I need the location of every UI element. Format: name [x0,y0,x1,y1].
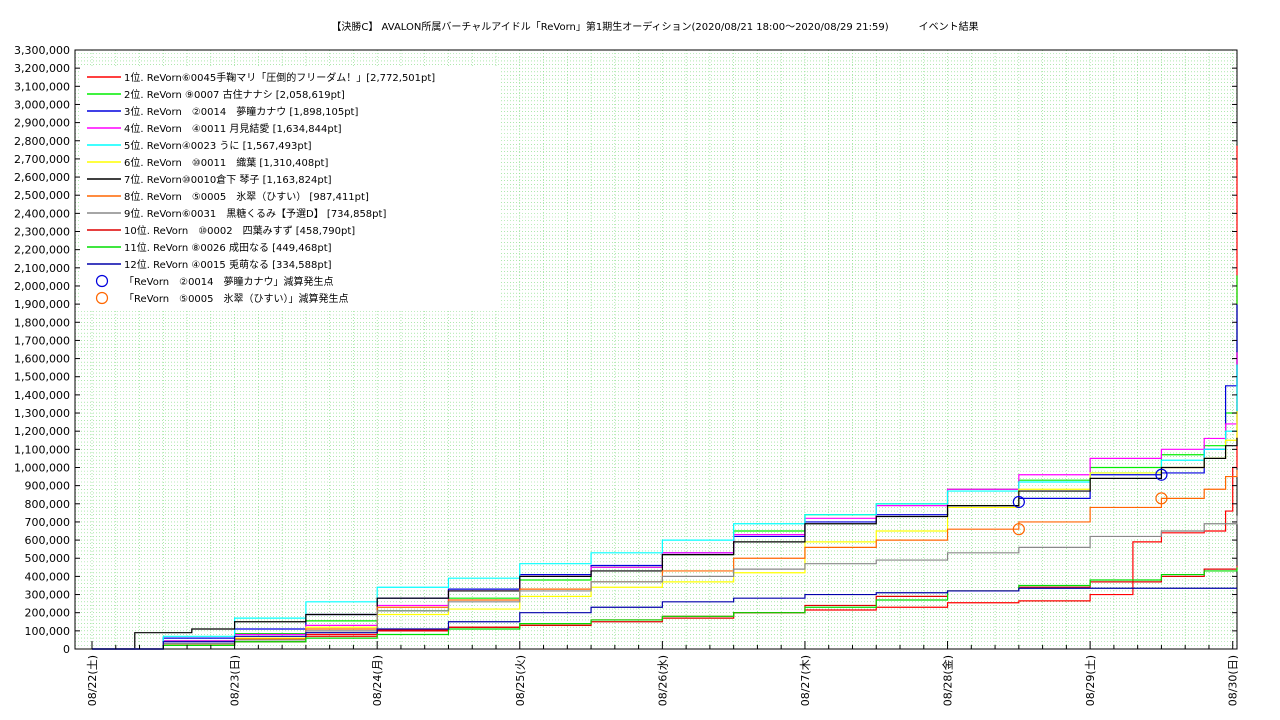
y-tick-label: 1,300,000 [14,407,70,420]
x-tick-label: 08/25(火) [514,655,527,706]
x-tick-label: 08/28(金) [941,655,955,706]
series-line-6 [92,411,1238,650]
marker-point-1-1 [1012,495,1025,509]
y-tick-label: 100,000 [25,625,71,638]
y-tick-label: 600,000 [25,534,71,547]
y-tick-label: 2,500,000 [14,189,70,202]
y-tick-label: 2,200,000 [14,244,70,257]
y-tick-label: 0 [63,643,70,656]
series-line-5 [92,364,1238,650]
y-tick-label: 2,100,000 [14,262,70,275]
y-tick-label: 1,200,000 [14,425,70,438]
y-tick-label: 900,000 [25,480,71,493]
y-tick-label: 700,000 [25,516,71,529]
y-tick-label: 2,600,000 [14,171,70,184]
legend-label-3: 3位. ReVorn ②0014 夢瞳カナウ [1,898,105pt] [124,105,358,118]
marker-layer [1012,468,1168,536]
series-line-3 [92,304,1238,650]
y-tick-label: 500,000 [25,552,71,565]
series-line-4 [92,352,1238,650]
marker-point-2-2 [1155,492,1168,505]
x-tick-label: 08/26(水) [656,655,669,706]
y-tick-label: 1,700,000 [14,334,70,347]
y-tick-label: 800,000 [25,498,71,511]
y-tick-label: 2,700,000 [14,153,70,166]
y-tick-label: 2,300,000 [14,226,70,239]
y-tick-label: 1,100,000 [14,443,70,456]
legend-label-8: 8位. ReVorn ⑤0005 氷翠（ひすい） [987,411pt] [124,190,369,203]
legend-label-5: 5位. ReVorn④0023 うに [1,567,493pt] [124,139,312,152]
legend-label-1: 1位. ReVorn⑥0045手鞠マリ「圧倒的フリーダム！」[2,772,501… [124,71,435,84]
legend-label-7: 7位. ReVorn⑩0010倉下 琴子 [1,163,824pt] [124,173,332,186]
y-tick-label: 1,400,000 [14,389,70,402]
series-line-11 [92,567,1238,650]
legend-label-9: 9位. ReVorn⑥0031 黒糖くるみ【予選D】 [734,858pt] [124,207,386,220]
y-tick-label: 1,000,000 [14,461,70,474]
y-axis: 0 100,000 200,000 300,000 400,000 500,000 600,… [14,44,1237,656]
y-tick-label: 2,800,000 [14,135,70,148]
y-tick-label: 400,000 [25,570,71,583]
legend: 1位. ReVorn⑥0045手鞠マリ「圧倒的フリーダム！」[2,772,501… [80,66,500,310]
y-tick-label: 1,800,000 [14,316,70,329]
x-axis: 08/22(土) 08/23(日) 08/24(月) 08/25(火) 08/26(水)… [86,641,1240,706]
legend-label-4: 4位. ReVorn ④0011 月見結愛 [1,634,844pt] [124,122,342,135]
legend-marker-2 [95,291,109,305]
y-tick-label: 1,500,000 [14,371,70,384]
y-tick-label: 3,300,000 [14,44,70,57]
x-tick-label: 08/24(月) [371,655,384,706]
y-tick-label: 1,600,000 [14,353,70,366]
legend-label-2: 2位. ReVorn ⑨0007 古住ナナシ [2,058,619pt] [124,88,345,101]
y-tick-label: 1,900,000 [14,298,70,311]
y-tick-label: 2,000,000 [14,280,70,293]
y-tick-label: 2,400,000 [14,207,70,220]
marker-point-2-1 [1012,523,1025,536]
y-tick-label: 200,000 [25,607,71,620]
x-tick-label: 08/27(木) [799,655,812,706]
y-tick-label: 3,000,000 [14,98,70,111]
legend-label-11: 11位. ReVorn ⑧0026 成田なる [449,468pt] [124,241,332,254]
x-tick-label: 08/30(日) [1227,655,1240,706]
series-line-2 [92,275,1238,650]
legend-background [80,66,500,310]
legend-marker-label-2: 「ReVorn ⑤0005 氷翠（ひすい）」減算発生点 [124,292,349,305]
y-tick-label: 300,000 [25,589,71,602]
legend-label-12: 12位. ReVorn ④0015 兎萌なる [334,588pt] [124,258,332,271]
x-tick-label: 08/29(土) [1084,655,1097,706]
series-line-7 [92,437,1238,650]
series-layer [92,145,1238,650]
series-line-12 [92,587,1237,650]
series-line-8 [92,469,1238,650]
legend-label-10: 10位. ReVorn ⑩0002 四葉みすず [458,790pt] [124,224,355,237]
y-tick-label: 3,100,000 [14,80,70,93]
legend-label-6: 6位. ReVorn ⑩0011 織葉 [1,310,408pt] [124,156,328,169]
legend-marker-label-1: 「ReVorn ②0014 夢瞳カナウ」減算発生点 [124,275,334,288]
chart-title: 【決勝C】 AVALON所属バーチャルアイドル「ReVorn」第1期生オーディシ… [331,20,978,33]
x-tick-label: 08/23(日) [229,655,242,706]
y-tick-label: 3,200,000 [14,62,70,75]
y-tick-label: 2,900,000 [14,117,70,130]
x-tick-label: 08/22(土) [86,655,99,706]
legend-marker-1 [95,274,109,288]
marker-point-1-2 [1155,468,1168,481]
